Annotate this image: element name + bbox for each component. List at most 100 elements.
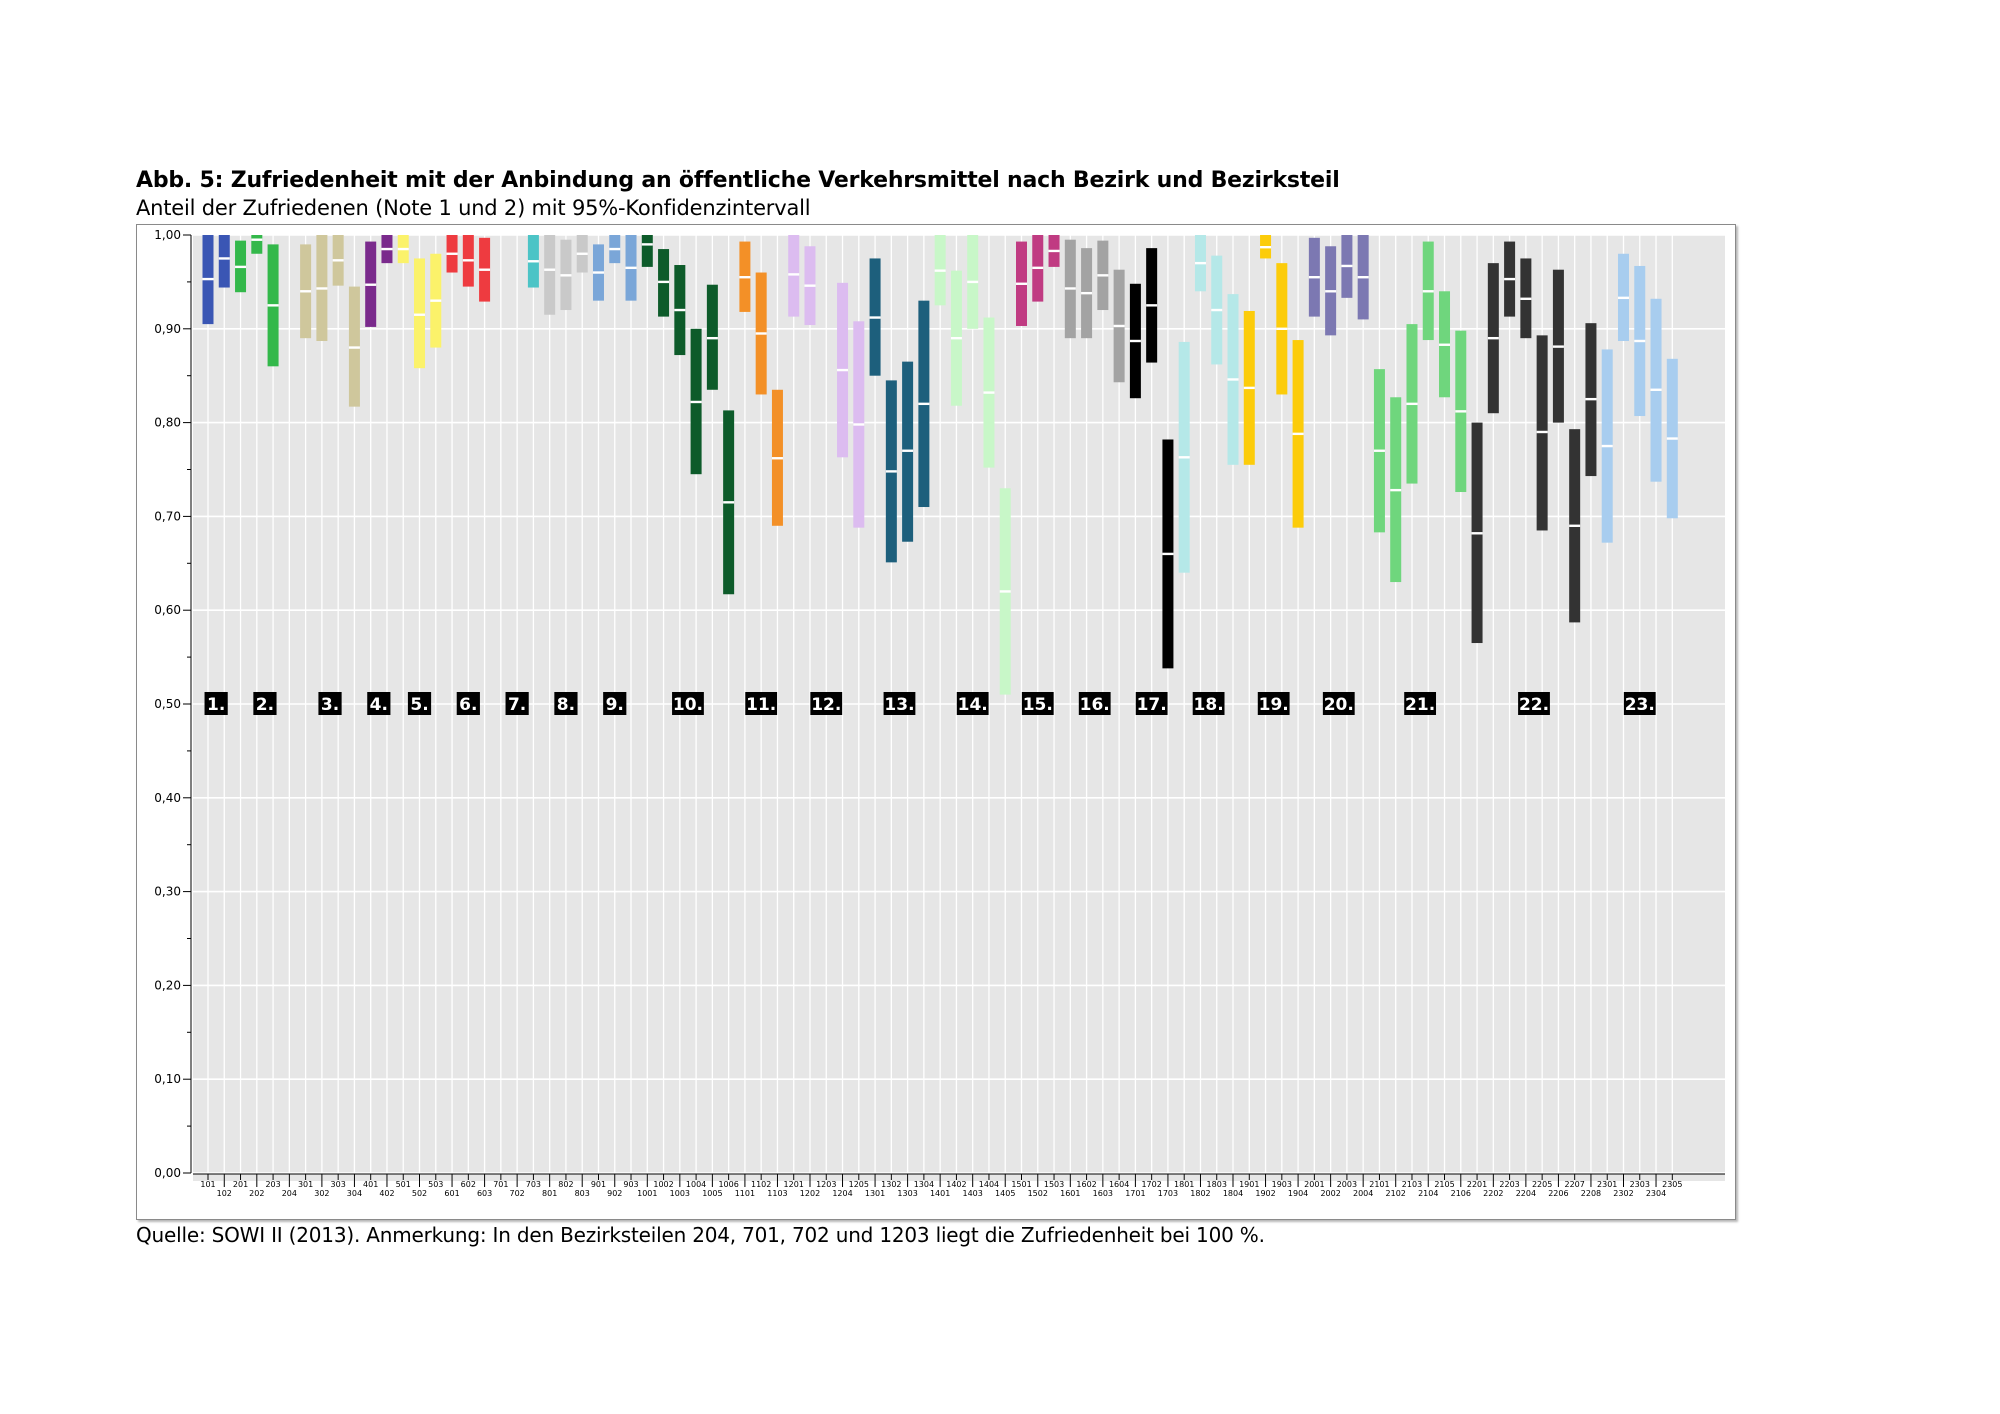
x-tick-label: 401 [363,1180,378,1189]
district-label-box [253,692,277,715]
x-tick-label: 1202 [800,1189,820,1198]
x-tick-label: 1006 [718,1180,738,1189]
district-label-box [1404,692,1437,715]
mean-marker [414,313,426,316]
x-tick-label: 1601 [1060,1189,1080,1198]
x-tick-label: 1902 [1255,1189,1275,1198]
district-label: 23. [1623,692,1656,715]
x-tick-label: 1001 [637,1189,657,1198]
district-label-text: 16. [1080,695,1110,715]
district-label-box [456,692,480,715]
x-tick-label: 204 [282,1189,297,1198]
mean-marker [1552,345,1564,348]
mean-marker [462,259,474,262]
mean-marker [1081,291,1093,295]
mean-marker [625,266,637,270]
figure-source-note: Quelle: SOWI II (2013). Anmerkung: In de… [136,1223,1265,1247]
mean-marker [1097,274,1109,277]
district-label: 19. [1257,692,1290,715]
mean-marker [1227,378,1239,381]
mean-marker [316,287,328,290]
district-label-text: 8. [557,695,575,715]
mean-marker [658,280,670,284]
district-label: 12. [810,692,843,715]
x-tick-label: 1002 [653,1180,673,1189]
mean-marker [576,252,588,255]
x-tick-label: 304 [347,1189,362,1198]
x-tick-label: 501 [396,1180,411,1189]
district-label: 2. [253,692,277,715]
mean-marker [1194,261,1206,265]
x-tick-label: 2104 [1418,1189,1438,1198]
mean-marker [869,316,881,319]
x-tick-label: 2303 [1630,1180,1650,1189]
x-tick-label: 1701 [1125,1189,1145,1198]
x-tick-label: 503 [428,1180,443,1189]
x-tick-label: 2105 [1434,1180,1454,1189]
mean-marker [1243,386,1255,390]
district-label-text: 2. [256,695,274,715]
mean-marker [1666,437,1678,440]
mean-marker [1292,432,1304,436]
district-label-box [745,692,778,715]
x-tick-label: 602 [461,1180,476,1189]
x-tick-label: 1801 [1174,1180,1194,1189]
x-tick-label: 102 [217,1189,232,1198]
district-label-text: 23. [1625,695,1655,715]
x-tick-label: 1102 [751,1180,771,1189]
x-tick-label: 1003 [670,1189,690,1198]
mean-marker [934,269,946,272]
district-label-text: 22. [1519,695,1549,715]
district-label: 5. [407,692,432,715]
mean-marker [1536,430,1548,434]
mean-marker [251,238,263,241]
district-label: 1. [204,692,228,715]
mean-marker [1569,524,1581,527]
mean-marker [788,273,800,276]
mean-marker [1146,304,1158,307]
x-tick-label: 1203 [816,1180,836,1189]
interval-bar [544,235,556,315]
mean-marker [690,400,702,404]
district-label: 7. [505,692,529,715]
x-tick-label: 203 [265,1180,280,1189]
x-tick-label: 1703 [1158,1189,1178,1198]
x-tick-label: 402 [379,1189,394,1198]
mean-marker [235,265,247,269]
x-tick-label: 1301 [865,1189,885,1198]
y-tick-label: 0,60 [154,603,181,617]
x-tick-label: 1804 [1223,1189,1243,1198]
district-label: 6. [456,692,480,715]
mean-marker [1406,402,1418,406]
x-tick-label: 2204 [1516,1189,1536,1198]
mean-marker [544,268,556,271]
mean-marker [1585,397,1597,401]
confidence-interval-chart: 1. 2. 3. 4. 5. 6. 7. 8. 9. 10. 11. 12. 13. 14. 15. 16. 1… [154,228,1725,1198]
x-tick-label: 1604 [1109,1180,1129,1189]
x-tick-label: 1401 [930,1189,950,1198]
mean-marker [918,402,930,406]
district-label-text: 4. [370,695,388,715]
interval-bar [414,258,426,369]
mean-marker [1113,324,1125,328]
district-label-box [810,692,843,715]
mean-marker [853,423,865,426]
mean-marker [999,590,1011,593]
district-label: 21. [1404,692,1437,715]
district-label: 4. [367,692,391,715]
mean-marker [950,336,962,340]
mean-marker [479,268,491,271]
district-label: 14. [956,692,989,715]
mean-marker [397,247,409,251]
mean-marker [365,283,377,286]
district-label-text: 10. [673,695,703,715]
district-label: 8. [554,692,578,715]
mean-marker [641,243,653,246]
y-tick-label: 0,70 [154,509,181,523]
mean-marker [723,501,735,504]
mean-marker [804,284,816,287]
mean-marker [1373,449,1385,452]
mean-marker [1308,276,1320,279]
district-label-text: 11. [746,695,776,715]
district-label-box [672,692,704,715]
